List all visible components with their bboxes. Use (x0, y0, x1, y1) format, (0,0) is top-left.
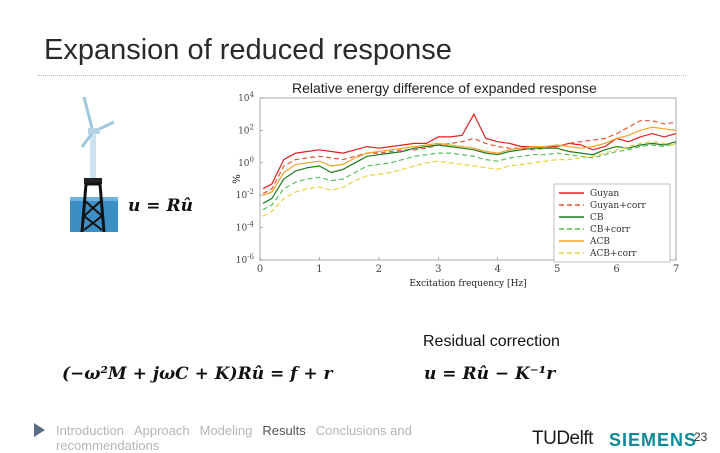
legend-label-5: ACB+corr (589, 249, 637, 259)
legend-label-2: CB (590, 213, 604, 223)
section-navigation: Introduction Approach Modeling Results Concl… (56, 423, 476, 453)
y-axis-label: % (232, 174, 243, 184)
series-cb-corr (262, 142, 677, 211)
x-tick-label-1: 1 (316, 264, 322, 275)
nav-approach[interactable]: Approach (133, 423, 190, 438)
legend-box (553, 183, 671, 263)
legend-label-4: ACB (589, 237, 610, 247)
y-tick-label-0: 104 (238, 91, 254, 104)
footer-arrow-icon (34, 423, 45, 437)
x-tick-label-3: 3 (435, 264, 441, 275)
residual-equation: (−ω²M + jωC + K)Rû = f + r (62, 364, 333, 384)
x-axis-label: Excitation frequency [Hz] (409, 279, 526, 289)
chart-title: Relative energy difference of expanded r… (292, 80, 597, 96)
expansion-equation: u = Rû (128, 196, 193, 216)
siemens-logo: SIEMENS (609, 430, 698, 450)
tudelft-logo: TUDelft (532, 428, 593, 449)
nav-results[interactable]: Results (262, 423, 306, 438)
series-acb-corr (262, 141, 677, 217)
chart-series (262, 112, 677, 217)
y-tick-label-4: 10-4 (236, 221, 255, 234)
series-acb (262, 126, 677, 196)
nav-introduction[interactable]: Introduction (56, 423, 124, 438)
slide-title: Expansion of reduced response (44, 34, 452, 66)
x-tick-label-7: 7 (673, 264, 679, 275)
residual-correction-heading: Residual correction (423, 333, 560, 350)
y-tick-label-3: 10-2 (236, 188, 254, 201)
nav-modeling[interactable]: Modeling (199, 423, 253, 438)
correction-equation: u = Rû − K⁻¹r (424, 364, 556, 384)
y-tick-label-1: 102 (238, 123, 254, 136)
legend-label-1: Guyan+corr (590, 201, 647, 211)
legend-label-3: CB+corr (590, 225, 631, 235)
page-number: 23 (694, 430, 708, 444)
x-tick-label-4: 4 (495, 264, 501, 275)
series-cb (262, 141, 677, 204)
energy-difference-chart: 0 1 2 3 4 5 6 7 104 102 100 10-2 10-4 10-6 Excitation … (232, 91, 679, 289)
title-divider (38, 75, 686, 76)
plot-frame (259, 97, 677, 261)
nav-conclusions[interactable]: Conclusions and recommendations (56, 423, 412, 453)
series-guyan-corr (262, 120, 677, 195)
x-tick-label-2: 2 (376, 264, 382, 275)
wind-turbine-icon (70, 96, 118, 232)
series-guyan (262, 112, 677, 190)
x-tick-label-6: 6 (613, 264, 619, 275)
x-tick-label-5: 5 (554, 264, 560, 275)
legend-label-0: Guyan (590, 189, 619, 199)
y-tick-label-5: 10-6 (236, 253, 255, 266)
x-tick-label-0: 0 (257, 264, 263, 275)
y-tick-label-2: 100 (238, 156, 254, 169)
chart-legend: Guyan Guyan+corr CB CB+corr ACB ACB+corr (553, 183, 671, 263)
